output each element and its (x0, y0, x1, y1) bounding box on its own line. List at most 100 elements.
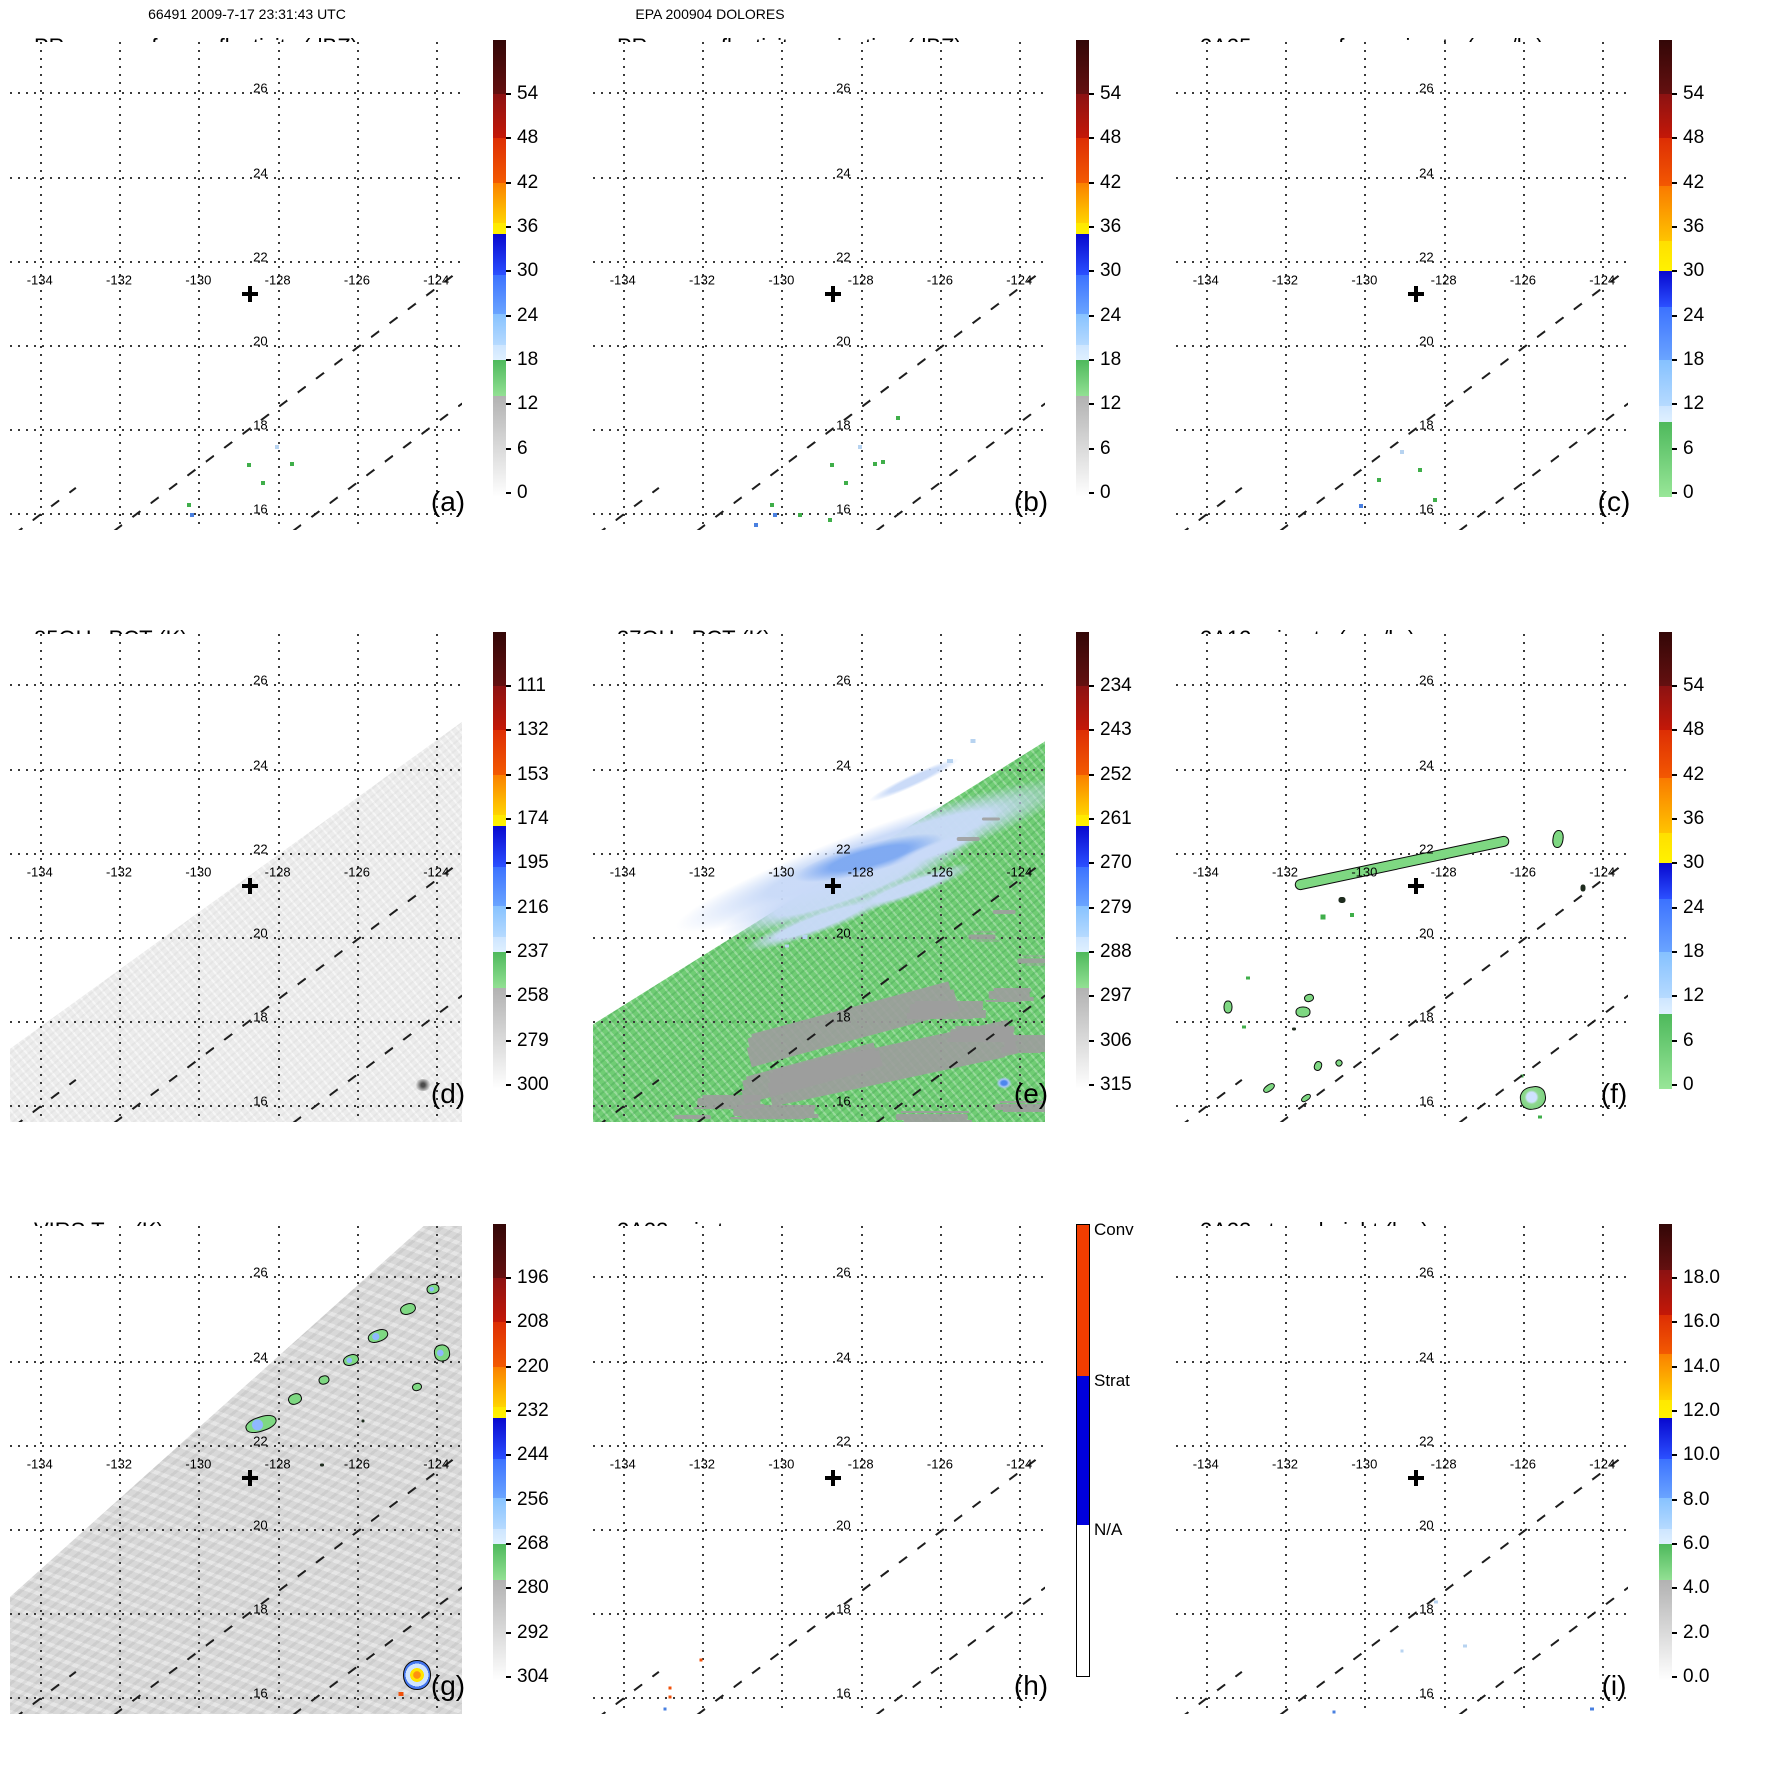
colorbar-tick-label: 270 (1100, 852, 1132, 874)
gridline-lon--128 (277, 634, 280, 1122)
lon-tick-label: -130 (185, 1456, 212, 1472)
gridline-lat-22 (10, 1444, 462, 1447)
colorbar-tick (506, 1039, 511, 1042)
map-c: -134 -132 -130 -128 -126 -124 26 24 22 20 18 16 (1176, 42, 1628, 530)
colorbar-tick (1089, 1039, 1094, 1042)
lat-tick-label: 18 (253, 417, 268, 433)
colorbar-tick (506, 1083, 511, 1086)
gridline-lon--126 (1522, 634, 1525, 1122)
lon-tick-label: -126 (1509, 864, 1536, 880)
colorbar-tick (1089, 225, 1094, 228)
gridline-lon--128 (277, 42, 280, 530)
lat-tick-label: 20 (836, 1517, 851, 1533)
storm-center-marker (241, 878, 258, 895)
gridline-lon--132 (119, 1226, 122, 1714)
panel-letter-e: (e) (1013, 1078, 1049, 1109)
colorbar-tick-label: 30 (1683, 260, 1705, 282)
colorbar-pct85: 111 132 153 174 195 216 237 258 279 300 (493, 632, 549, 1095)
colorbar-tick-label: 42 (1683, 763, 1705, 785)
map-feature-dk (361, 1419, 365, 1423)
map-feature-smudge (415, 1078, 432, 1091)
map-feature-g (1418, 467, 1423, 472)
map-feature-pb (1400, 449, 1404, 454)
colorbar-tick-label: 12 (1683, 985, 1705, 1007)
lon-tick-label: -132 (1272, 864, 1299, 880)
map-feature-b (1359, 503, 1364, 508)
colorbar-segment (1076, 826, 1089, 868)
colorbar-tick (1672, 729, 1677, 732)
colorbar-segment (493, 222, 506, 235)
map-feature-graypatch (733, 1108, 815, 1117)
map-g: -134 -132 -130 -128 -126 -124 26 24 22 20 18 16 (10, 1226, 462, 1714)
map-feature-b (773, 512, 778, 517)
colorbar-segment (493, 1224, 506, 1278)
lat-tick-label: 20 (253, 1517, 268, 1533)
colorbar-segment (1659, 93, 1672, 139)
colorbar-segment (1076, 275, 1089, 315)
colorbar-tick (1672, 1454, 1677, 1457)
colorbar-tick-label: 24 (1683, 896, 1705, 918)
colorbar-tick-label: 132 (517, 719, 549, 741)
lon-tick-label: -126 (926, 1456, 953, 1472)
storm-center-marker (824, 878, 841, 895)
lat-tick-label: 24 (836, 1348, 851, 1364)
lat-tick-label: 20 (253, 925, 268, 941)
lon-tick-label: -130 (768, 1456, 795, 1472)
lon-tick-label: -130 (768, 272, 795, 288)
map-feature-g (1537, 1115, 1542, 1119)
map-feature-g (1432, 498, 1437, 503)
colorbar-tick (506, 1454, 511, 1457)
lat-tick-label: 22 (836, 249, 851, 265)
gridline-lon--130 (198, 42, 201, 530)
colorbar-tick (506, 491, 511, 494)
gridline-lon--132 (1285, 634, 1288, 1122)
gridline-lat-18 (1176, 429, 1628, 432)
colorbar-tick (506, 1321, 511, 1324)
panel-e: 37GHz PCT (K)-134-132-130-128-126-124262… (583, 592, 1166, 1184)
gridline-lat-18 (593, 429, 1045, 432)
lon-tick-label: -128 (847, 272, 874, 288)
colorbar-tick (506, 358, 511, 361)
lon-tick-label: -132 (106, 272, 133, 288)
colorbar-segment (1076, 40, 1089, 94)
colorbar-tick-label: 24 (1100, 304, 1122, 326)
map-feature-graypatch (950, 1029, 1014, 1040)
colorbar-tick (1089, 684, 1094, 687)
colorbar-tick (1672, 314, 1677, 317)
colorbar-raintype: Conv Strat N/A (1076, 1220, 1134, 1677)
colorbar-segment (493, 1459, 506, 1499)
lon-tick-label: -134 (26, 1456, 53, 1472)
lat-tick-label: 16 (1419, 1093, 1434, 1109)
gridline-lon--128 (1443, 1226, 1446, 1714)
colorbar-segment (1076, 951, 1089, 989)
map-feature-gblob (1261, 1081, 1276, 1095)
gridline-lon--132 (119, 42, 122, 530)
colorbar-tick-label: 252 (1100, 763, 1132, 785)
map-feature-g (769, 503, 774, 508)
map-feature-storm_g (402, 1659, 431, 1690)
colorbar-tick (1089, 491, 1094, 494)
map-feature-g (1246, 976, 1251, 980)
colorbar-segment (1659, 632, 1672, 686)
gridline-lat-20 (1176, 344, 1628, 347)
lon-tick-label: -128 (1430, 1456, 1457, 1472)
lon-tick-label: -124 (1589, 1456, 1616, 1472)
lat-tick-label: 20 (1419, 925, 1434, 941)
gridline-lat-20 (10, 1528, 462, 1531)
colorbar-segment (1659, 1269, 1672, 1316)
storm-center-marker (824, 1470, 841, 1487)
colorbar-segment (493, 685, 506, 731)
colorbar-tick (1672, 906, 1677, 909)
colorbar-segment (1659, 1224, 1672, 1270)
colorbar-tick (506, 906, 511, 909)
colorbar-segment (493, 1366, 506, 1407)
lat-tick-label: 16 (253, 1093, 268, 1109)
gridline-lat-20 (593, 1528, 1045, 1531)
panel-b: PR max reflectivity projection (dBZ)-134… (583, 0, 1166, 592)
gridline-lon--134 (622, 634, 625, 1122)
lat-tick-label: 16 (1419, 1685, 1434, 1701)
panel-d: 85GHz PCT (K)-134-132-130-128-126-124262… (0, 592, 583, 1184)
colorbar-tick (1672, 447, 1677, 450)
lon-tick-label: -130 (1351, 1456, 1378, 1472)
colorbar-segment (1076, 345, 1089, 360)
